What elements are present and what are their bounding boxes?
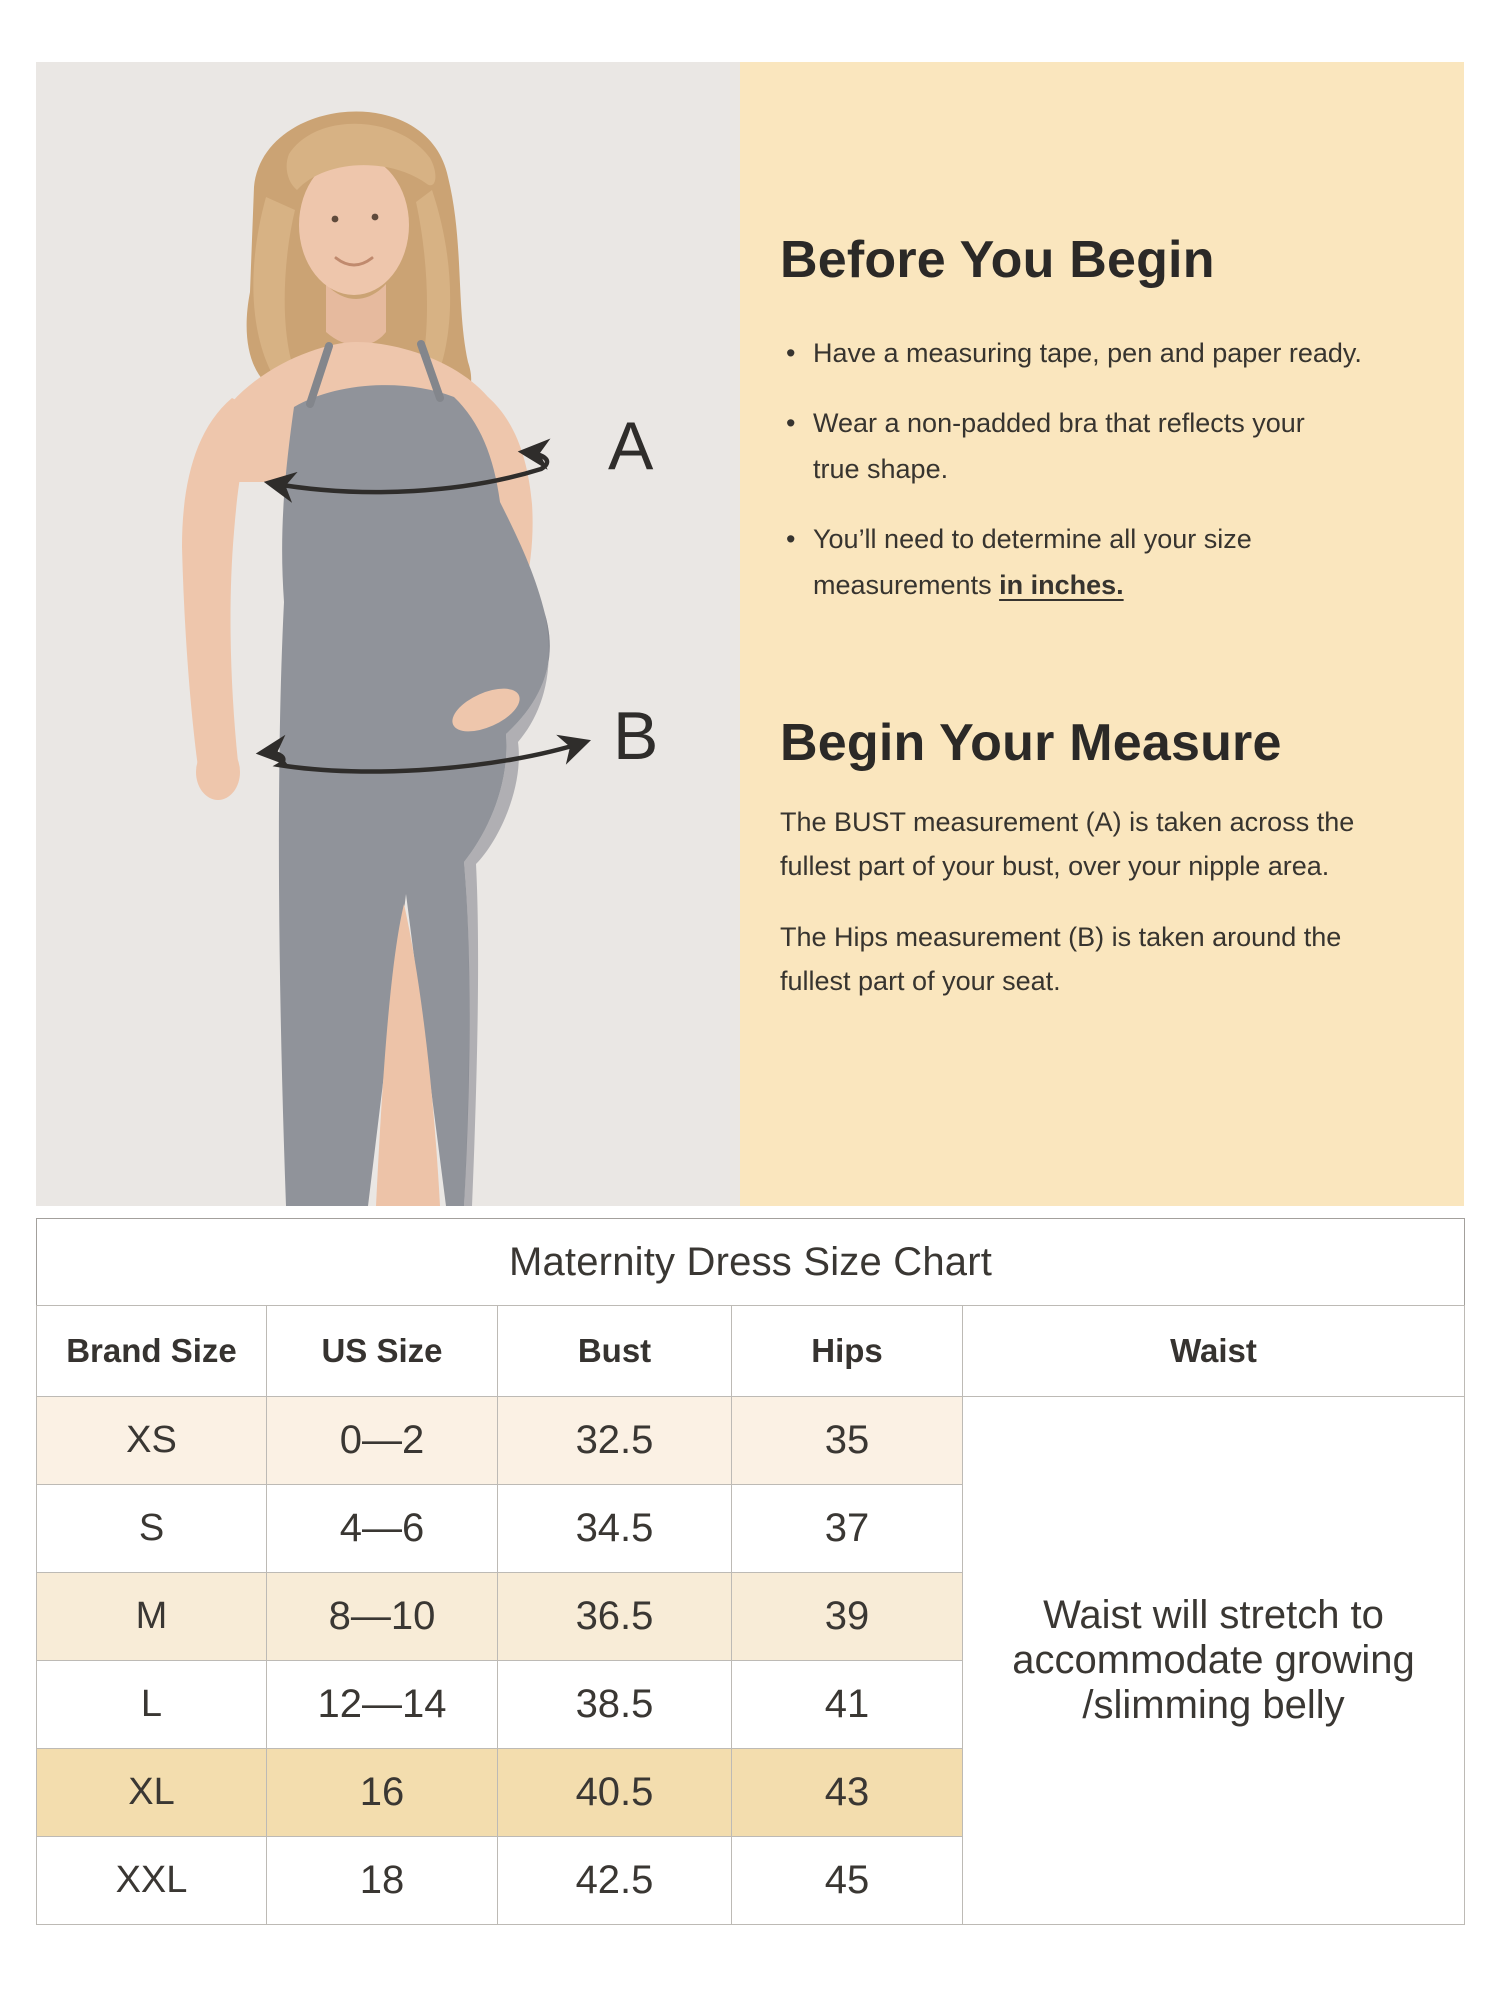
us-size-cell: 18: [266, 1836, 498, 1925]
bullet-text: Have a measuring tape, pen and paper rea…: [813, 338, 1362, 368]
table-row-m: M 8—10 36.5 39: [36, 1572, 1465, 1661]
brand-size-cell: XL: [36, 1748, 267, 1837]
table-row-xxl: XXL 18 42.5 45: [36, 1836, 1465, 1925]
brand-size-cell: S: [36, 1484, 267, 1573]
table-row-xl: XL 16 40.5 43: [36, 1748, 1465, 1837]
bullet-text: true shape.: [813, 454, 949, 484]
before-you-begin-list: Have a measuring tape, pen and paper rea…: [780, 330, 1400, 608]
hips-cell: 39: [731, 1572, 963, 1661]
us-size-cell: 0—2: [266, 1396, 498, 1485]
bust-cell: 42.5: [497, 1836, 732, 1925]
table-row-s: S 4—6 34.5 37: [36, 1484, 1465, 1573]
hips-measure-label: B: [613, 698, 659, 774]
table-row-xs: XS 0—2 32.5 35 Waist will stretch to acc…: [36, 1396, 1466, 1925]
hips-cell: 43: [731, 1748, 963, 1837]
brand-size-cell: L: [36, 1660, 267, 1749]
bust-cell: 38.5: [497, 1660, 732, 1749]
hips-cell: 37: [731, 1484, 963, 1573]
brand-size-cell: XS: [36, 1396, 267, 1485]
bust-cell: 34.5: [497, 1484, 732, 1573]
us-size-cell: 12—14: [266, 1660, 498, 1749]
bust-cell: 40.5: [497, 1748, 732, 1837]
list-item: Wear a non-padded bra that reflects your…: [780, 400, 1400, 492]
list-item: Have a measuring tape, pen and paper rea…: [780, 330, 1400, 376]
bullet-text: Wear a non-padded bra that reflects your: [813, 408, 1305, 438]
size-chart-title: Maternity Dress Size Chart: [36, 1218, 1465, 1306]
instructions-panel: Before You Begin Have a measuring tape, …: [740, 62, 1464, 1206]
table-row-l: L 12—14 38.5 41: [36, 1660, 1465, 1749]
bust-measure-paragraph: The BUST measurement (A) is taken across…: [780, 807, 1355, 881]
column-header-waist: Waist: [961, 1305, 1466, 1397]
hips-cell: 45: [731, 1836, 963, 1925]
us-size-cell: 8—10: [266, 1572, 498, 1661]
before-you-begin-title: Before You Begin: [780, 231, 1215, 289]
bust-cell: 32.5: [497, 1396, 732, 1485]
hips-measure-paragraph: The Hips measurement (B) is taken around…: [780, 922, 1342, 996]
begin-your-measure-title: Begin Your Measure: [780, 714, 1282, 772]
hips-cell: 35: [731, 1396, 963, 1485]
brand-size-cell: M: [36, 1572, 267, 1661]
model-photo: A B: [36, 62, 740, 1206]
table-header-row: Brand Size US Size Bust Hips Waist: [36, 1305, 1466, 1397]
waist-note-cell: Waist will stretch to accommodate growin…: [961, 1396, 1466, 1925]
column-header-us-size: US Size: [266, 1305, 498, 1397]
table-title-row: Maternity Dress Size Chart: [36, 1218, 1465, 1306]
bust-measure-label: A: [608, 408, 654, 484]
column-header-brand-size: Brand Size: [36, 1305, 267, 1397]
column-header-hips: Hips: [731, 1305, 963, 1397]
bullet-text: measurements: [813, 570, 1000, 600]
bust-cell: 36.5: [497, 1572, 732, 1661]
measure-guide-section: A B Before You Begin Have a measuring ta…: [36, 62, 1464, 1206]
us-size-cell: 16: [266, 1748, 498, 1837]
brand-size-cell: XXL: [36, 1836, 267, 1925]
in-inches-emphasis: in inches.: [999, 570, 1124, 600]
pregnant-model-illustration: [36, 62, 740, 1206]
hips-cell: 41: [731, 1660, 963, 1749]
us-size-cell: 4—6: [266, 1484, 498, 1573]
bullet-text: You’ll need to determine all your size: [813, 524, 1252, 554]
list-item: You’ll need to determine all your size m…: [780, 516, 1400, 608]
column-header-bust: Bust: [497, 1305, 732, 1397]
size-chart-table: Maternity Dress Size Chart Brand Size US…: [36, 1218, 1466, 1925]
